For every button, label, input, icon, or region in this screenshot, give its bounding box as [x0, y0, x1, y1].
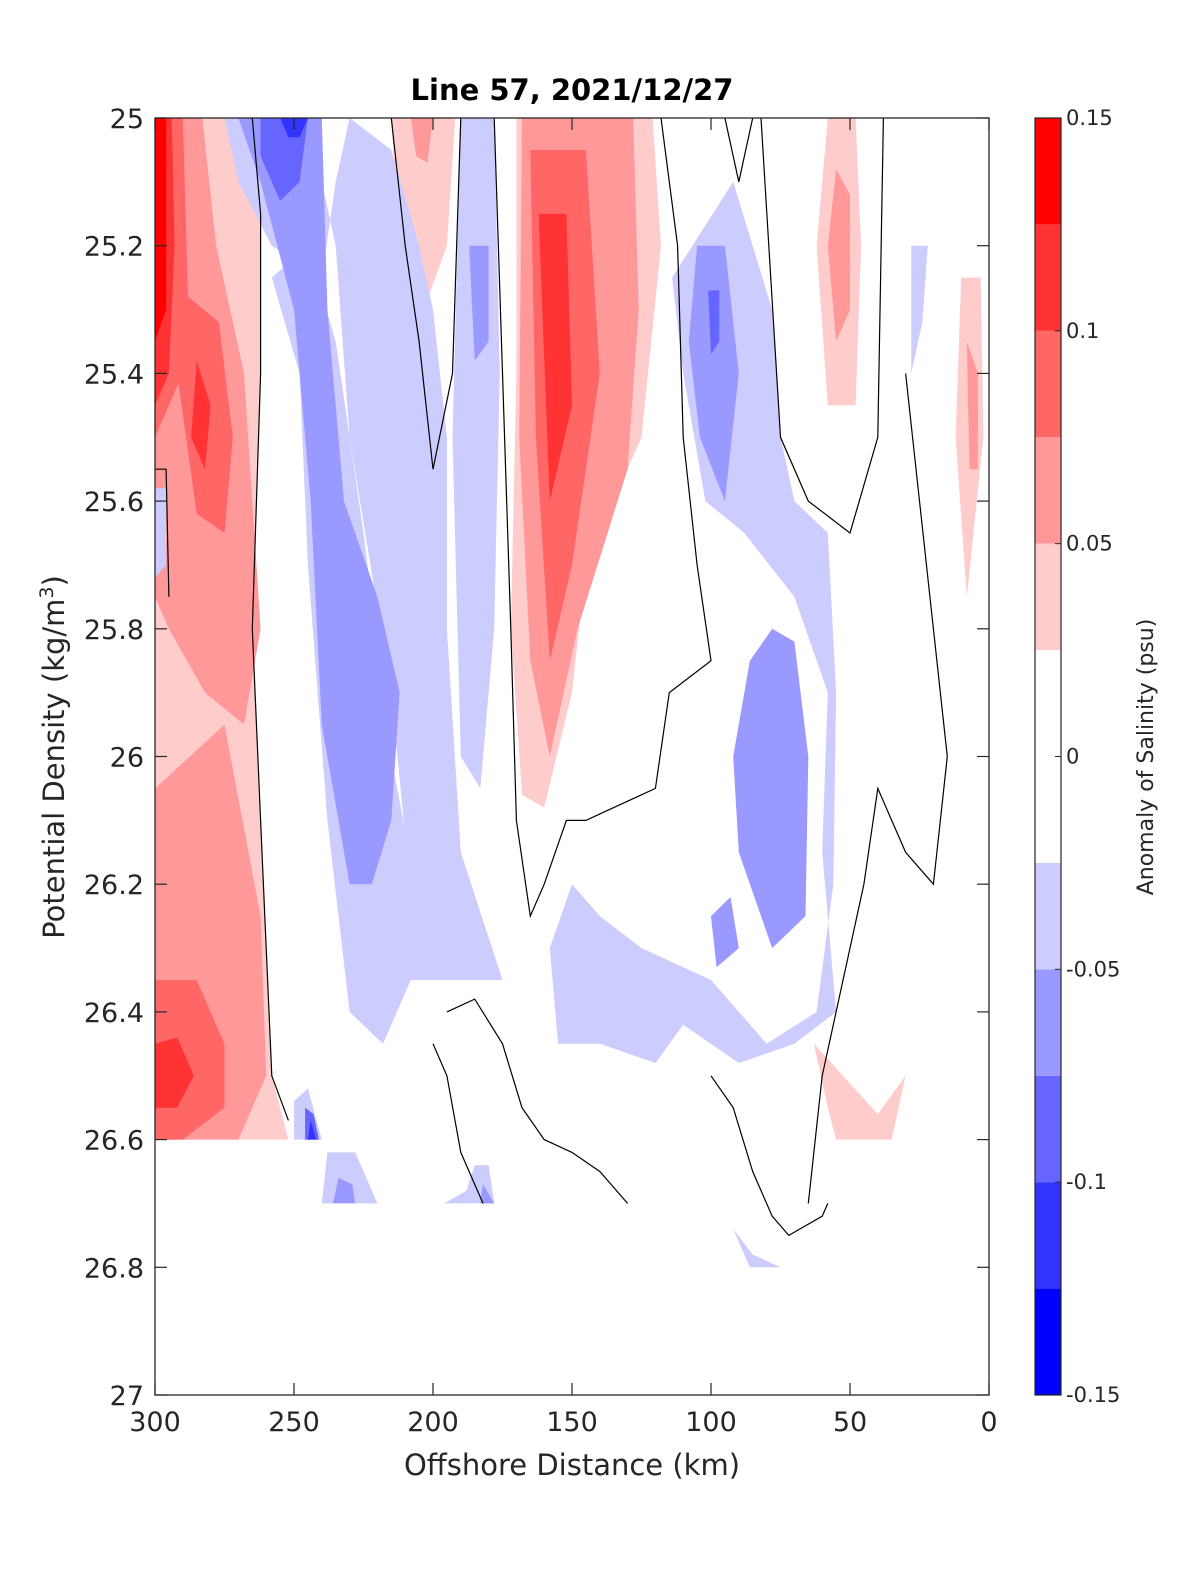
plot-area — [154, 117, 990, 1396]
contour-region-32 — [708, 290, 720, 355]
contour-region-7 — [191, 360, 211, 470]
zero-contour-line-7 — [432, 1043, 484, 1204]
contour-region-27 — [469, 245, 489, 361]
contour-region-30 — [733, 628, 809, 949]
y-tick-label-3: 25.6 — [84, 487, 144, 518]
zero-contour-line-6 — [446, 998, 629, 1204]
contour-region-38 — [480, 1184, 495, 1204]
y-tick-label-7: 26.4 — [84, 998, 144, 1029]
contour-region-31 — [711, 897, 739, 968]
y-tick-label-9: 26.8 — [84, 1253, 144, 1284]
contour-region-28 — [549, 181, 837, 1063]
zero-contour-line-3 — [724, 117, 754, 183]
chart-title: Line 57, 2021/12/27 — [411, 73, 734, 107]
zero-contour-line-2 — [493, 117, 712, 919]
x-tick-label-1: 250 — [268, 1407, 320, 1438]
contour-region-42 — [733, 1229, 781, 1268]
y-axis-label: Potential Density (kg/m3) — [36, 575, 71, 939]
zero-contour-line-8 — [710, 1075, 829, 1237]
y-tick-label-0: 25 — [110, 104, 144, 135]
zero-contour-lines — [155, 117, 948, 1237]
colorbar-tick-label-2: 0.05 — [1066, 532, 1113, 556]
x-tick-label-4: 100 — [685, 1407, 737, 1438]
colorbar-segment-3 — [1035, 969, 1061, 1076]
y-axis-label-main: Potential Density (kg/m — [37, 599, 71, 939]
x-tick-label-2: 200 — [407, 1407, 459, 1438]
contour-region-35 — [321, 1152, 378, 1204]
colorbar-segment-4 — [1035, 862, 1061, 970]
x-axis-label: Offshore Distance (km) — [404, 1448, 740, 1482]
x-axis-ticks: 300 250 200 150 100 50 0 — [129, 118, 998, 1438]
contour-region-40 — [305, 1107, 319, 1140]
colorbar-tick-label-1: 0.1 — [1066, 319, 1099, 343]
y-tick-label-4: 25.8 — [84, 615, 144, 646]
colorbar-label: Anomaly of Salinity (psu) — [1134, 619, 1159, 896]
y-tick-label-2: 25.4 — [84, 359, 144, 390]
colorbar-segment-10 — [1035, 118, 1061, 225]
contour-region-19 — [966, 341, 978, 470]
contour-region-21 — [224, 118, 503, 980]
colorbar-tick-label-5: -0.1 — [1066, 1170, 1107, 1194]
contour-region-13 — [538, 213, 572, 502]
zero-contour-line-4 — [760, 117, 884, 535]
colorbar-tick-label-6: -0.15 — [1066, 1383, 1120, 1407]
zero-contour-line-1 — [390, 117, 462, 470]
contour-region-20 — [813, 1043, 906, 1140]
contour-region-17 — [827, 169, 850, 342]
contour-regions — [155, 118, 984, 1268]
y-tick-label-1: 25.2 — [84, 232, 144, 263]
contour-region-24 — [260, 118, 308, 201]
colorbar-segment-0 — [1035, 1288, 1061, 1395]
colorbar-segment-9 — [1035, 224, 1061, 331]
contour-region-29 — [688, 245, 739, 502]
contour-region-36 — [332, 1177, 356, 1204]
colorbar-segment-6 — [1035, 543, 1061, 651]
y-tick-label-5: 26 — [110, 743, 144, 774]
y-axis-ticks: 25 25.2 25.4 25.6 25.8 26 26.2 26.4 26.6 26.8 27 — [84, 104, 989, 1412]
y-tick-label-8: 26.6 — [84, 1126, 144, 1157]
colorbar-ticks: 0.15 0.1 0.05 0 -0.05 -0.1 -0.15 — [1055, 106, 1120, 1407]
contour-region-23 — [238, 118, 400, 885]
colorbar-segment-1 — [1035, 1182, 1061, 1289]
zero-contour-line-0 — [251, 117, 289, 1121]
colorbar-tick-label-0: 0.15 — [1066, 106, 1113, 130]
contour-region-8 — [155, 1037, 194, 1108]
y-axis-label-superscript: 3 — [36, 586, 58, 598]
contour-region-9 — [155, 118, 167, 342]
contour-region-33 — [911, 245, 928, 374]
colorbar-tick-label-3: 0 — [1066, 745, 1079, 769]
contour-region-15 — [410, 118, 433, 163]
y-tick-label-10: 27 — [110, 1381, 144, 1412]
x-tick-label-6: 0 — [980, 1407, 997, 1438]
zero-contour-line-5 — [807, 373, 948, 1204]
colorbar-tick-label-4: -0.05 — [1066, 957, 1120, 981]
y-tick-label-6: 26.2 — [84, 870, 144, 901]
y-axis-label-close: ) — [37, 575, 71, 586]
x-tick-label-0: 300 — [129, 1407, 181, 1438]
zero-contour-line-9 — [155, 468, 170, 597]
colorbar — [1034, 117, 1062, 1396]
colorbar-segment-7 — [1035, 437, 1061, 544]
colorbar-segment-8 — [1035, 330, 1061, 438]
contour-region-41 — [307, 1120, 317, 1140]
x-tick-label-3: 150 — [546, 1407, 598, 1438]
colorbar-segment-2 — [1035, 1075, 1061, 1183]
x-tick-label-5: 50 — [833, 1407, 867, 1438]
contour-region-34 — [155, 488, 167, 578]
